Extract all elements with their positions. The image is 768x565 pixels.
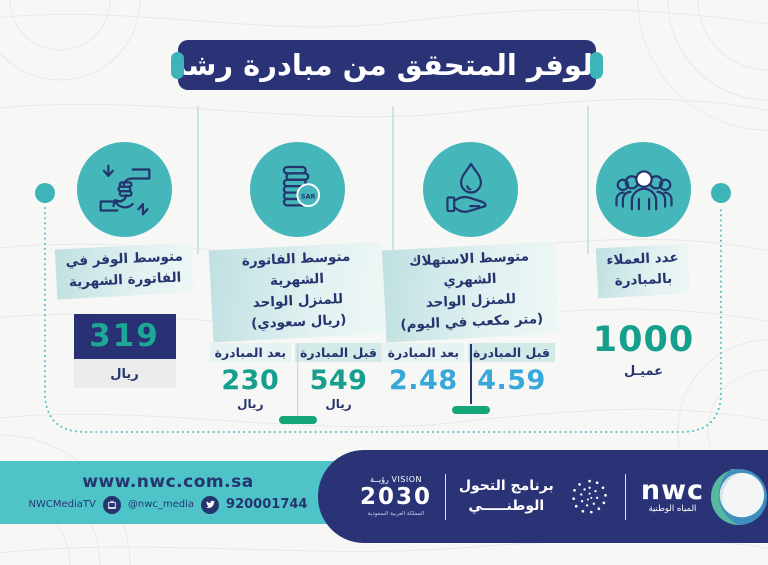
hand-water-drop-icon: [445, 162, 487, 213]
green-dash: [451, 405, 490, 414]
website-link[interactable]: www.nwc.com.sa: [82, 471, 254, 492]
before-cell: قبل المبادرة 4.59: [466, 342, 557, 396]
column-divider: [587, 106, 589, 254]
saudi-emblem-icon: [572, 479, 607, 513]
column-divider: [392, 106, 394, 254]
column-divider: [197, 106, 199, 254]
title-banner: الوفر المتحقق من مبادرة رشد: [171, 40, 603, 90]
youtube-icon: [102, 495, 121, 514]
metric-savings: متوسط الوفر في الفاتورة الشهرية 319 ريال: [38, 142, 211, 425]
svg-text:SAR: SAR: [301, 192, 316, 200]
before-after-divider: [296, 343, 299, 416]
metric-label: متوسط الاستهلاك الشهري للمنزل الواحد (مت…: [400, 248, 544, 333]
before-cell: قبل المبادرة 549 ريال: [293, 342, 384, 411]
after-unit: ريال: [237, 396, 264, 411]
twitter-icon: [201, 495, 220, 514]
hands-savings-icon: [99, 164, 150, 215]
after-cell: بعد المبادرة 230 ريال: [208, 342, 293, 411]
savings-unit-box: ريال: [73, 359, 176, 388]
savings-value: 319: [89, 318, 160, 354]
youtube-handle[interactable]: NWCMediaTV: [28, 499, 96, 510]
before-label: قبل المبادرة: [468, 342, 555, 362]
after-cell: بعد المبادرة 2.48: [381, 342, 466, 396]
after-value: 2.48: [389, 364, 458, 396]
savings-value-box: 319: [73, 314, 176, 359]
after-value: 230: [221, 364, 280, 396]
before-label: قبل المبادرة: [295, 342, 382, 362]
banner-accent-cap: [171, 52, 184, 79]
people-group-icon: [614, 169, 673, 210]
before-after-divider: [469, 343, 472, 404]
ntp-logo: برنامج التحول الوطنـــــي: [458, 477, 554, 514]
metric-consumption: متوسط الاستهلاك الشهري للمنزل الواحد (مت…: [381, 142, 560, 425]
metrics-row: عدد العملاء بالمبادرة 1000 عميـل متوسط ا…: [38, 142, 730, 425]
contact-bar: www.nwc.com.sa NWCMediaTV @nwc_media 920…: [0, 461, 336, 524]
before-value: 549: [309, 364, 368, 396]
before-value: 4.59: [477, 364, 546, 396]
before-unit: ريال: [325, 396, 352, 411]
metric-label: متوسط الفاتورة الشهرية للمنزل الواحد (ري…: [241, 248, 351, 332]
vision-2030-logo: رؤيــة VISION 2030 المملكة العربية السعو…: [360, 475, 433, 517]
after-label: بعد المبادرة: [209, 342, 292, 362]
after-label: بعد المبادرة: [382, 342, 465, 362]
panel-divider: [445, 473, 446, 520]
coins-sar-icon: SAR: [282, 165, 320, 207]
green-dash: [278, 415, 317, 424]
panel-divider: [625, 473, 626, 520]
phone-number[interactable]: 920001744: [226, 497, 308, 512]
metric-label: متوسط الوفر في الفاتورة الشهرية: [64, 248, 183, 291]
page-title: الوفر المتحقق من مبادرة رشد: [171, 48, 603, 82]
metric-customers: عدد العملاء بالمبادرة 1000 عميـل: [557, 142, 730, 425]
nwc-logo: nwc المياه الوطنية: [641, 468, 768, 526]
customers-unit: عميـل: [624, 364, 663, 379]
logos-panel: رؤيــة VISION 2030 المملكة العربية السعو…: [318, 450, 768, 543]
metric-bill: SAR متوسط الفاتورة الشهرية للمنزل الواحد…: [208, 142, 387, 425]
twitter-handle[interactable]: @nwc_media: [127, 499, 195, 510]
metric-label: عدد العملاء بالمبادرة: [606, 249, 680, 290]
banner-accent-cap: [590, 52, 603, 79]
customers-value: 1000: [592, 320, 695, 360]
nwc-sphere-icon: [710, 468, 768, 525]
savings-unit: ريال: [110, 367, 139, 382]
